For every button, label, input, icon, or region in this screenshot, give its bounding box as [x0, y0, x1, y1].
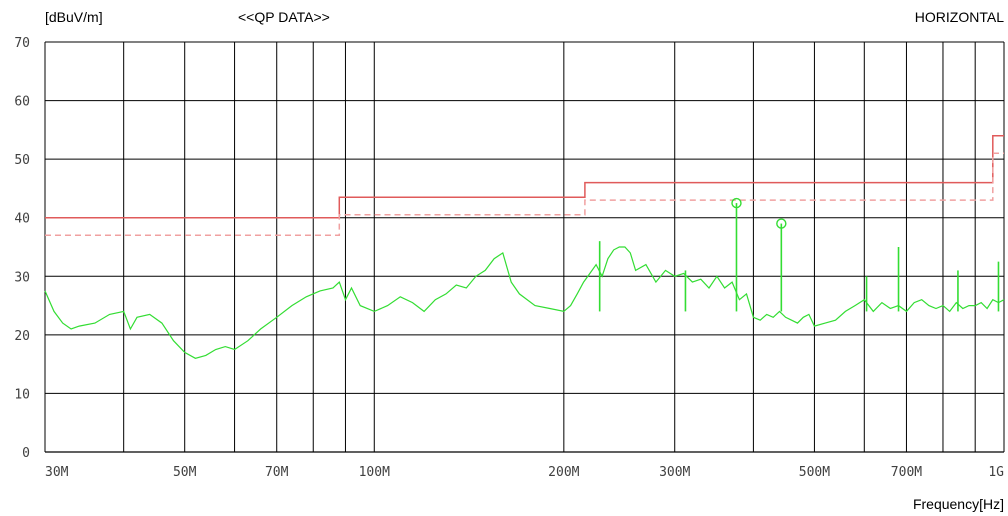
- measurement-line: [44, 246, 1005, 359]
- y-tick-label: 70: [14, 36, 30, 51]
- series-layer: [44, 134, 1005, 359]
- polarization-label: HORIZONTAL: [915, 9, 1004, 25]
- y-tick-labels: 0 10 20 30 40 50 60 70: [14, 36, 30, 461]
- x-tick-label: 100M: [359, 465, 390, 480]
- peak-marker: [776, 218, 787, 229]
- x-tick-label: 70M: [265, 465, 289, 480]
- y-axis-label: [dBuV/m]: [45, 9, 103, 25]
- limit-line: [45, 134, 1004, 219]
- y-tick-label: 20: [14, 329, 30, 344]
- chart-title: <<QP DATA>>: [238, 9, 330, 25]
- x-tick-label: 200M: [548, 465, 579, 480]
- y-tick-label: 10: [14, 387, 30, 402]
- y-tick-label: 0: [22, 446, 30, 461]
- y-tick-label: 30: [14, 270, 30, 285]
- x-tick-label: 700M: [891, 465, 922, 480]
- grid-layer: [44, 41, 1005, 453]
- x-tick-labels: 30M 50M 70M 100M 200M 300M 500M 700M 1G: [45, 465, 1004, 480]
- y-tick-label: 60: [14, 95, 30, 110]
- peak-marker: [731, 197, 742, 209]
- peak-marker-layer: [731, 197, 787, 229]
- x-tick-label: 500M: [799, 465, 830, 480]
- x-tick-label: 1G: [988, 465, 1004, 480]
- margin-line: [45, 152, 1004, 237]
- x-tick-label: 300M: [659, 465, 690, 480]
- x-axis-label: Frequency[Hz]: [913, 496, 1004, 512]
- y-tick-label: 50: [14, 153, 30, 168]
- y-tick-label: 40: [14, 212, 30, 227]
- x-tick-label: 30M: [45, 465, 69, 480]
- x-tick-label: 50M: [173, 465, 197, 480]
